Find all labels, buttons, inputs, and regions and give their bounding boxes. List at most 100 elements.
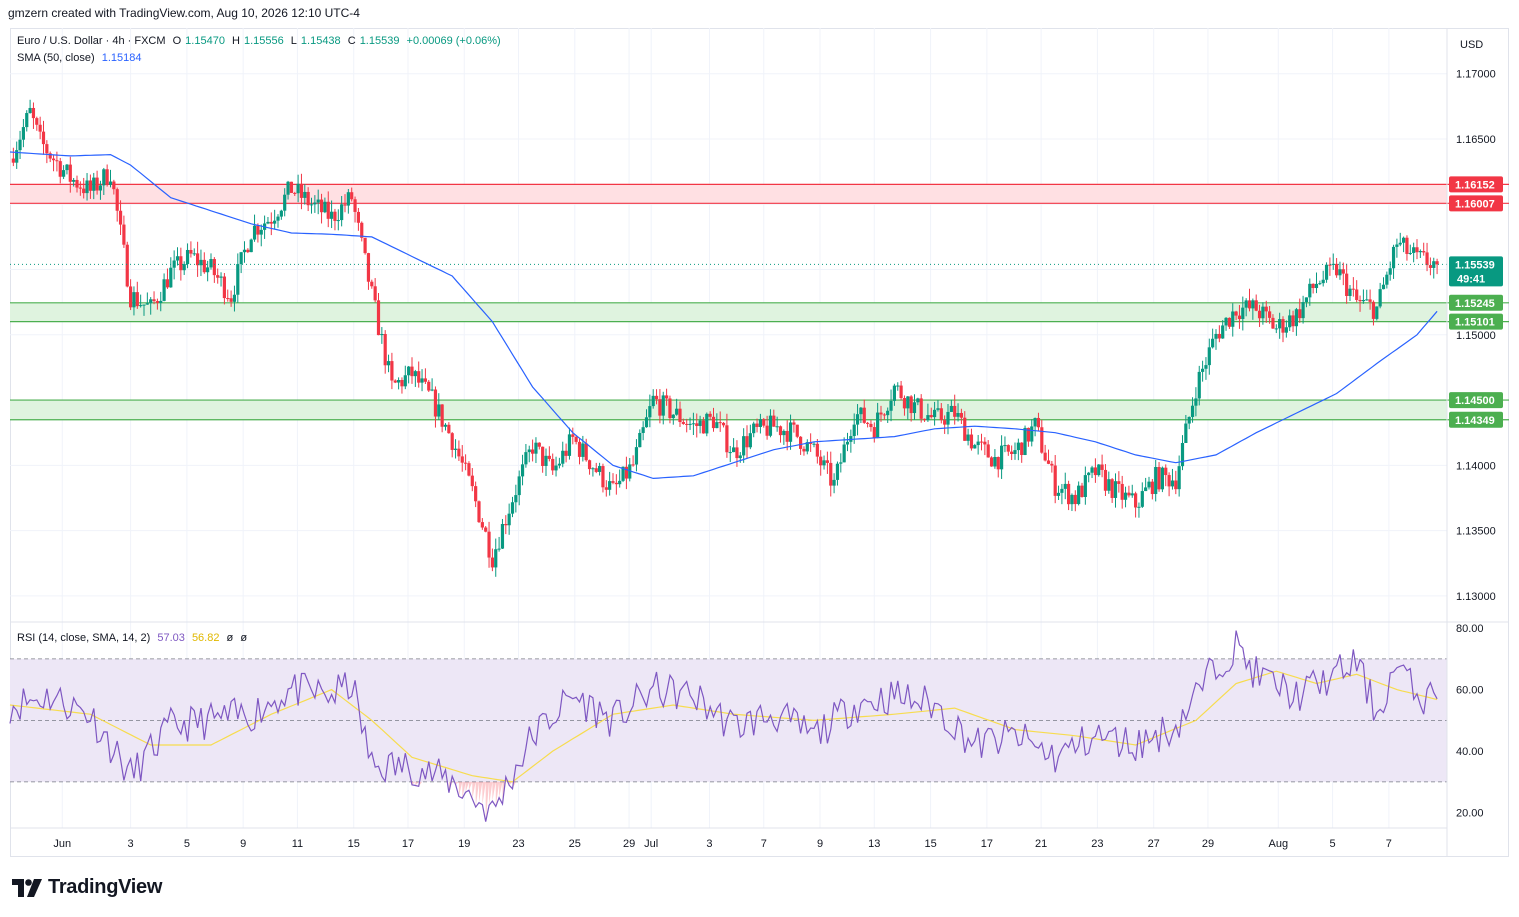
candle-up: [162, 279, 166, 301]
rsi-oversold-fill: [412, 781, 516, 822]
candle-down: [541, 446, 545, 466]
chart-frame[interactable]: [10, 28, 1509, 857]
candle-up: [132, 292, 136, 308]
rsi-legend[interactable]: RSI (14, close, SMA, 14, 2) 57.03 56.82 …: [17, 632, 251, 644]
sma-legend[interactable]: SMA (50, close) 1.15184: [17, 52, 145, 64]
candle-down: [1026, 427, 1030, 442]
candle-down: [614, 482, 618, 485]
candle-up: [28, 107, 32, 114]
candle-down: [78, 187, 82, 189]
candle-up: [534, 442, 538, 454]
open-label: O: [172, 35, 182, 47]
candle-down: [701, 420, 706, 434]
candle-up: [839, 462, 843, 464]
symbol-legend[interactable]: Euro / U.S. Dollar · 4h · FXCM O 1.15470 …: [17, 35, 505, 47]
candle-down: [902, 398, 907, 409]
candle-down: [95, 177, 99, 191]
candle-up: [206, 267, 210, 273]
candle-down: [866, 422, 870, 424]
candle-up: [266, 221, 270, 224]
candle-up: [628, 464, 632, 479]
candle-down: [574, 436, 578, 442]
candle-up: [139, 305, 143, 307]
candle-down: [819, 456, 823, 466]
candle-down: [879, 412, 883, 415]
candle-down: [1355, 289, 1359, 300]
candle-down: [222, 276, 226, 299]
close-value: 1.15539: [359, 35, 400, 47]
candle-down: [1164, 467, 1168, 476]
candle-up: [1408, 252, 1412, 254]
candle-up: [239, 252, 243, 265]
candle-down: [792, 422, 796, 425]
candle-down: [366, 253, 371, 282]
candle-down: [343, 204, 347, 206]
rsi-guide-lines: [10, 658, 1447, 783]
candle-up: [62, 170, 66, 177]
price-tag: [1449, 176, 1503, 193]
candle-down: [658, 399, 662, 416]
candle-down: [152, 299, 156, 302]
candle-up: [1365, 299, 1369, 301]
candle-down: [611, 481, 615, 483]
candle-up: [149, 299, 153, 304]
candle-down: [350, 192, 354, 200]
candle-up: [842, 444, 846, 463]
candle-down: [815, 443, 819, 457]
candle-down: [922, 418, 927, 421]
candle-down: [417, 371, 421, 383]
candle-down: [577, 441, 582, 457]
candle-up: [1412, 247, 1416, 253]
candle-up: [742, 436, 746, 456]
rsi-axis[interactable]: 80.00 60.00 40.00 20.00: [1456, 623, 1484, 819]
rsi-label[interactable]: RSI (14, close, SMA, 14, 2): [17, 632, 151, 644]
rsi-tick-label: 60.00: [1456, 685, 1484, 697]
candle-down: [82, 188, 86, 194]
candle-up: [946, 411, 950, 425]
candle-up: [494, 549, 498, 568]
tradingview-logo[interactable]: TradingView: [12, 876, 162, 899]
time-tick-label: 23: [1091, 838, 1103, 850]
candle-up: [420, 378, 424, 383]
candle-up: [1294, 309, 1298, 327]
candle-up: [142, 304, 146, 306]
open-value: 1.15470: [185, 35, 225, 47]
low-label: L: [290, 35, 297, 47]
candle-down: [360, 222, 364, 238]
candle-up: [1207, 347, 1211, 366]
currency-label[interactable]: USD: [1460, 39, 1483, 51]
time-tick-label: 19: [458, 838, 470, 850]
sma-label[interactable]: SMA (50, close): [17, 52, 95, 64]
candle-down: [299, 183, 304, 198]
candle-up: [520, 464, 525, 477]
symbol-title[interactable]: Euro / U.S. Dollar · 4h · FXCM: [17, 35, 166, 47]
candle-up: [1087, 472, 1091, 476]
candle-down: [31, 107, 36, 119]
time-tick-label: 3: [706, 838, 712, 850]
candle-down: [1150, 481, 1154, 495]
candle-up: [892, 385, 896, 401]
candle-up: [286, 181, 290, 195]
candle-down: [571, 434, 575, 437]
candle-up: [514, 495, 518, 503]
time-tick-label: 27: [1148, 838, 1160, 850]
candle-up: [232, 294, 237, 302]
candle-down: [484, 527, 488, 532]
candle-down: [772, 415, 776, 427]
candle-up: [249, 239, 253, 253]
time-axis[interactable]: Jun 3 5 9 11 15 17 19 23 25 29 Jul 3 7 9 13 15 17 21 23 27 29…: [53, 838, 1392, 850]
candle-down: [216, 275, 220, 278]
candle-up: [608, 481, 612, 490]
candle-down: [75, 179, 79, 188]
candle-up: [1190, 405, 1195, 417]
candle-up: [671, 414, 675, 419]
candle-down: [943, 420, 947, 425]
price-tick-label: 1.13500: [1456, 526, 1496, 538]
candle-down: [1425, 252, 1429, 266]
candle-down: [996, 456, 1000, 470]
candle-up: [1030, 426, 1034, 442]
candle-down: [1040, 427, 1044, 453]
candle-up: [788, 422, 793, 442]
sma-value: 1.15184: [101, 52, 142, 64]
